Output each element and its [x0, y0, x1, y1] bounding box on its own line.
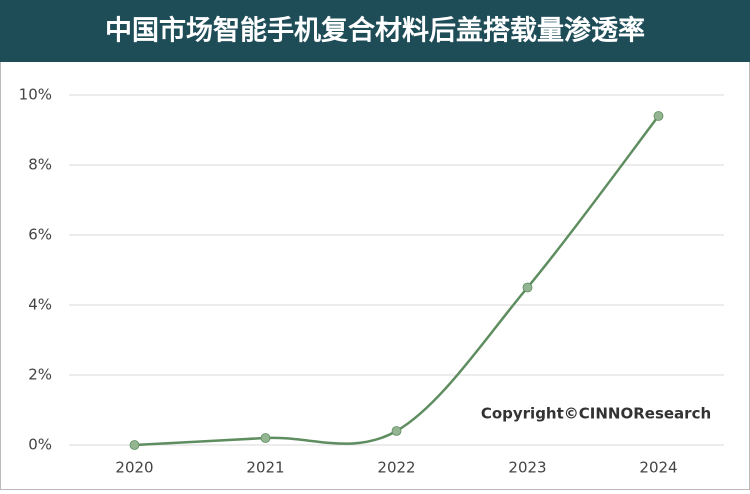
point	[391, 426, 402, 436]
x-tick-label: 2022	[377, 459, 415, 477]
x-tick-label: 2020	[115, 459, 153, 477]
point	[129, 440, 140, 450]
annotation: Copyright©CINNOResearch	[481, 405, 711, 423]
y-tick-label: 0%	[28, 436, 52, 454]
y-tick-label: 4%	[28, 296, 52, 314]
y-tick-label: 6%	[28, 226, 52, 244]
x-tick-label: 2023	[508, 459, 546, 477]
x-tick-label: 2024	[639, 459, 677, 477]
y-tick-label: 8%	[28, 156, 52, 174]
y-tick-label: 2%	[28, 366, 52, 384]
title-banner	[0, 0, 750, 62]
y-tick-label: 10%	[19, 86, 52, 104]
point	[522, 282, 533, 293]
x-tick-label: 2021	[246, 459, 284, 477]
chart-title: 中国市场智能手机复合材料后盖搭载量渗透率	[105, 15, 645, 47]
line	[134, 115, 660, 447]
point	[653, 111, 664, 121]
point	[260, 433, 271, 443]
